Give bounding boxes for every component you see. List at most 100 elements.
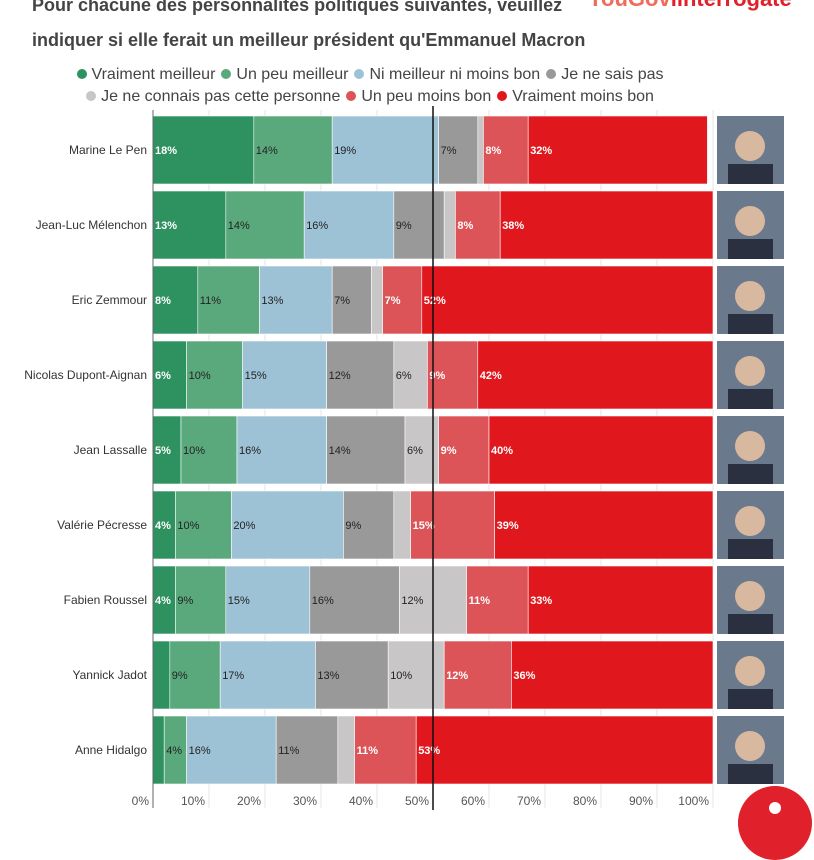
bar-segment bbox=[438, 415, 490, 485]
data-label: 12% bbox=[446, 670, 468, 682]
data-label: 9% bbox=[396, 220, 412, 232]
category-label: Yannick Jadot bbox=[73, 668, 148, 682]
data-label: 7% bbox=[334, 295, 350, 307]
data-label: 10% bbox=[177, 520, 199, 532]
legend-marker bbox=[346, 91, 357, 101]
data-label: 10% bbox=[183, 445, 205, 457]
chart-title: Pour chacune des personnalités politique… bbox=[32, 0, 586, 50]
legend-item[interactable]: Vraiment meilleur bbox=[76, 66, 216, 83]
bar-segment bbox=[152, 415, 182, 485]
data-label: 9% bbox=[172, 670, 188, 682]
bar-segment bbox=[494, 490, 714, 560]
x-tick-label: 60% bbox=[461, 794, 485, 808]
candidate-photo-face bbox=[735, 356, 765, 386]
data-label: 11% bbox=[469, 595, 491, 607]
candidate-photo-body bbox=[728, 614, 773, 634]
feedback-button[interactable] bbox=[738, 786, 812, 860]
bar-segment bbox=[337, 715, 355, 785]
bar-segment bbox=[152, 640, 171, 710]
candidate-photo-face bbox=[735, 131, 765, 161]
legend-marker bbox=[546, 69, 557, 79]
bar-segment bbox=[225, 190, 305, 260]
bar-segment bbox=[466, 565, 529, 635]
x-tick-label: 80% bbox=[573, 794, 597, 808]
data-label: 9% bbox=[177, 595, 193, 607]
candidate-photo-body bbox=[728, 389, 773, 409]
legend-marker bbox=[86, 91, 97, 101]
legend-item[interactable]: Un peu meilleur bbox=[221, 66, 348, 83]
category-label: Nicolas Dupont-Aignan bbox=[24, 368, 147, 382]
category-label: Anne Hidalgo bbox=[75, 743, 147, 757]
bar-segment bbox=[415, 715, 714, 785]
data-label: 53% bbox=[418, 745, 440, 757]
candidate-photo-face bbox=[735, 506, 765, 536]
data-label: 15% bbox=[245, 370, 267, 382]
bar-segment bbox=[443, 640, 512, 710]
bar-segment bbox=[421, 265, 714, 335]
data-label: 17% bbox=[222, 670, 244, 682]
data-label: 4% bbox=[155, 595, 171, 607]
category-label: Jean-Luc Mélenchon bbox=[36, 218, 147, 232]
data-label: 32% bbox=[530, 145, 552, 157]
bar-segment bbox=[483, 115, 529, 185]
data-label: 16% bbox=[312, 595, 334, 607]
data-label: 12% bbox=[329, 370, 351, 382]
bar-segment bbox=[393, 190, 445, 260]
bar-segment bbox=[511, 640, 714, 710]
data-label: 39% bbox=[497, 520, 519, 532]
data-label: 40% bbox=[491, 445, 513, 457]
legend-item[interactable]: Vraiment moins bon bbox=[497, 88, 654, 105]
bar-segment bbox=[309, 565, 400, 635]
candidate-photo-body bbox=[728, 164, 773, 184]
legend-label: Un peu meilleur bbox=[236, 66, 349, 83]
candidate-photo-face bbox=[735, 431, 765, 461]
bar-segment bbox=[186, 340, 243, 410]
data-label: 10% bbox=[390, 670, 412, 682]
data-label: 9% bbox=[429, 370, 445, 382]
bar-segment bbox=[197, 265, 260, 335]
data-label: 19% bbox=[334, 145, 356, 157]
data-label: 16% bbox=[239, 445, 261, 457]
bar-segment bbox=[343, 490, 395, 560]
bar-segment bbox=[499, 190, 714, 260]
bar-segment bbox=[180, 415, 238, 485]
x-tick-label: 100% bbox=[678, 794, 709, 808]
legend-item[interactable]: Un peu moins bon bbox=[346, 88, 491, 105]
legend-item[interactable]: Je ne connais pas cette personne bbox=[86, 88, 340, 105]
bar-segment bbox=[382, 265, 423, 335]
data-label: 18% bbox=[155, 145, 177, 157]
data-label: 11% bbox=[357, 745, 379, 757]
category-label: Eric Zemmour bbox=[72, 293, 147, 307]
legend-label: Ni meilleur ni moins bon bbox=[369, 66, 541, 83]
legend-item[interactable]: Ni meilleur ni moins bon bbox=[354, 66, 540, 83]
data-label: 9% bbox=[441, 445, 457, 457]
data-label: 8% bbox=[155, 295, 171, 307]
bar-segment bbox=[410, 490, 495, 560]
category-label: Valérie Pécresse bbox=[57, 518, 147, 532]
data-label: 12% bbox=[401, 595, 423, 607]
data-label: 8% bbox=[457, 220, 473, 232]
bar-segment bbox=[152, 265, 199, 335]
candidate-photo-face bbox=[735, 581, 765, 611]
data-label: 13% bbox=[155, 220, 177, 232]
data-label: 14% bbox=[228, 220, 250, 232]
legend-item[interactable]: Je ne sais pas bbox=[546, 66, 663, 83]
bar-segment bbox=[443, 190, 456, 260]
candidate-photo-body bbox=[728, 314, 773, 334]
data-label: 38% bbox=[502, 220, 524, 232]
candidate-photo-face bbox=[735, 731, 765, 761]
legend-label: Un peu moins bon bbox=[361, 88, 492, 105]
data-label: 10% bbox=[189, 370, 211, 382]
bar-segment bbox=[455, 190, 501, 260]
legend-marker bbox=[221, 69, 232, 79]
data-label: 16% bbox=[189, 745, 211, 757]
data-label: 11% bbox=[278, 745, 299, 757]
legend-label: Vraiment meilleur bbox=[91, 66, 216, 83]
legend-label: Vraiment moins bon bbox=[512, 88, 654, 105]
bar-segment bbox=[152, 115, 255, 185]
bar-segment bbox=[393, 340, 428, 410]
bar-segment bbox=[331, 115, 439, 185]
bar-segment bbox=[253, 115, 333, 185]
data-label: 9% bbox=[345, 520, 361, 532]
bar-segment bbox=[427, 340, 479, 410]
